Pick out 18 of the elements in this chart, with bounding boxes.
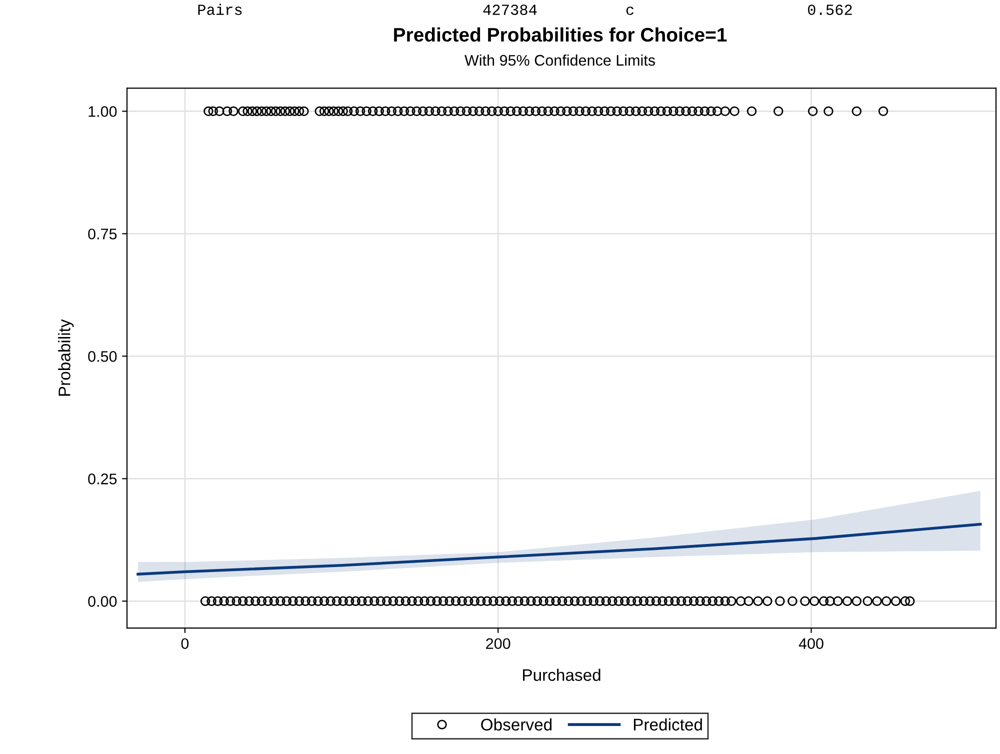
x-tick-label: 200 — [486, 638, 510, 650]
y-axis-title: Probability — [58, 319, 74, 396]
y-tick-label: 0.25 — [88, 474, 117, 484]
text: 427384 — [483, 4, 537, 15]
chart-subtitle: With 95% Confidence Limits — [464, 54, 655, 66]
x-tick-label: 0 — [181, 638, 189, 650]
text: Pairs — [198, 4, 242, 15]
y-tick-label: 1.00 — [88, 106, 117, 117]
x-tick-label: 400 — [798, 638, 824, 650]
y-tick-label: 0.75 — [88, 228, 117, 240]
text: 0.562 — [808, 4, 852, 15]
text: c — [626, 6, 634, 15]
legend-label: Observed — [481, 718, 552, 731]
chart-title: Predicted Probabilities for Choice=1 — [394, 27, 727, 42]
legend-label: Predicted — [634, 718, 702, 731]
y-tick-label: 0.50 — [88, 351, 117, 362]
y-tick-label: 0.00 — [88, 596, 117, 607]
x-axis-title: Purchased — [523, 668, 600, 681]
